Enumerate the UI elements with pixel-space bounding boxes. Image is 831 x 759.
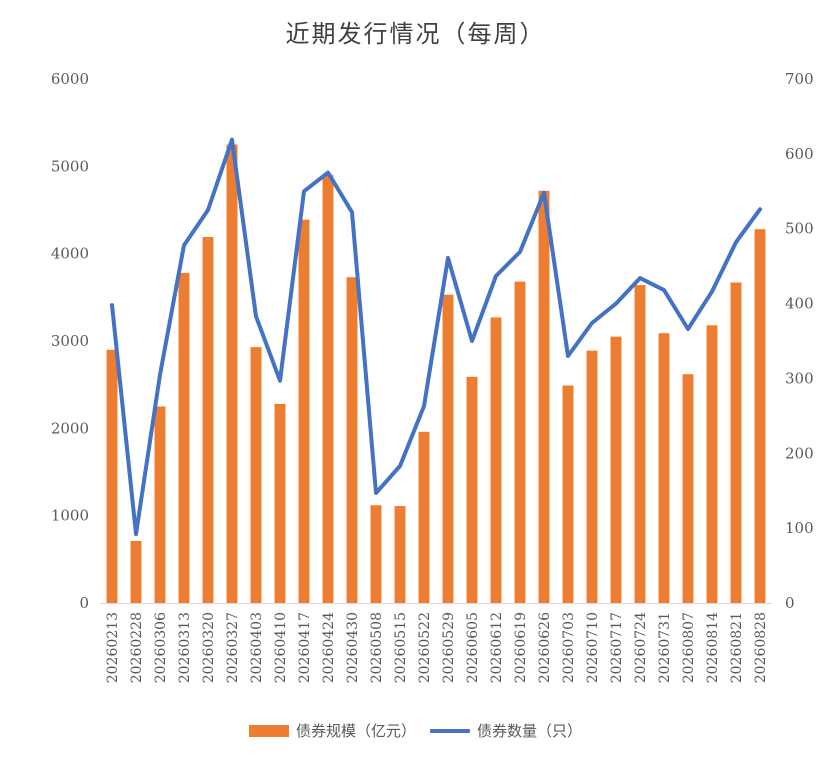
x-tick-label: 20260724 <box>633 612 649 683</box>
bar <box>634 285 646 603</box>
x-tick-label: 20260522 <box>417 612 433 683</box>
left-tick-label: 5000 <box>51 157 89 175</box>
x-tick-label: 20260306 <box>153 612 169 683</box>
x-tick-label: 20260213 <box>105 612 121 683</box>
right-axis: 0 100 200 300 400 500 600 700 <box>785 70 814 612</box>
bar <box>250 347 262 603</box>
x-tick-label: 20260320 <box>201 612 217 683</box>
right-tick-label: 700 <box>785 70 814 88</box>
x-tick-label: 20260410 <box>273 612 289 683</box>
bar <box>370 505 382 603</box>
x-tick-label: 20260508 <box>369 612 385 683</box>
x-tick-label: 20260731 <box>657 612 673 683</box>
x-tick-label: 20260807 <box>681 612 697 683</box>
left-tick-label: 1000 <box>51 507 89 525</box>
count-line <box>110 137 762 537</box>
right-tick-label: 200 <box>785 444 814 462</box>
x-tick-label: 20260605 <box>465 612 481 683</box>
x-tick-label: 20260228 <box>129 612 145 683</box>
line-series <box>110 137 762 537</box>
x-tick-label: 20260626 <box>537 612 553 683</box>
chart-title: 近期发行情况（每周） <box>285 20 546 48</box>
x-tick-label: 20260717 <box>609 612 625 683</box>
x-tick-label: 20260703 <box>561 612 577 683</box>
x-tick-label: 20260403 <box>249 612 265 683</box>
bar <box>754 229 766 604</box>
bar <box>490 317 502 603</box>
right-tick-label: 300 <box>785 369 814 387</box>
bar <box>106 349 118 603</box>
bar <box>202 237 214 603</box>
left-tick-label: 4000 <box>51 245 89 263</box>
bar <box>178 272 190 603</box>
right-tick-label: 500 <box>785 220 814 238</box>
bar <box>442 294 454 603</box>
left-axis: 0 1000 2000 3000 4000 5000 6000 <box>51 70 89 612</box>
right-tick-label: 400 <box>785 295 814 313</box>
x-tick-label: 20260327 <box>225 612 241 683</box>
x-tick-label: 20260515 <box>393 612 409 683</box>
x-tick-label: 20260417 <box>297 612 313 683</box>
x-tick-label: 20260612 <box>489 612 505 683</box>
bar <box>274 403 286 603</box>
bar <box>466 376 478 603</box>
bar <box>514 281 526 603</box>
bar <box>682 374 694 603</box>
bar <box>394 506 406 603</box>
left-tick-label: 3000 <box>51 332 89 350</box>
right-tick-label: 100 <box>785 519 814 537</box>
x-tick-label: 20260430 <box>345 612 361 683</box>
x-tick-label: 20260619 <box>513 612 529 683</box>
right-tick-label: 0 <box>785 594 795 612</box>
bar <box>154 406 166 603</box>
legend-item-bar: 债券规模（亿元） <box>248 720 416 741</box>
legend-swatch-line <box>430 728 470 733</box>
bar <box>706 325 718 603</box>
bar <box>658 333 670 603</box>
x-tick-label: 20260529 <box>441 612 457 683</box>
bar <box>322 175 334 604</box>
legend-swatch-bar <box>248 724 289 737</box>
bar <box>130 540 142 603</box>
legend-label-bar: 债券规模（亿元） <box>295 722 416 740</box>
legend-label-line: 债券数量（只） <box>477 722 583 740</box>
bar <box>538 190 550 603</box>
x-tick-label: 20260424 <box>321 612 337 683</box>
bar <box>346 277 358 603</box>
bar <box>610 336 622 603</box>
left-tick-label: 0 <box>79 594 89 612</box>
bar <box>298 219 310 603</box>
legend: 债券规模（亿元） 债券数量（只） <box>0 720 831 741</box>
bar <box>418 431 430 603</box>
x-tick-label: 20260814 <box>705 612 721 683</box>
legend-item-line: 债券数量（只） <box>430 720 582 741</box>
x-axis: 20260213 20260228 20260306 20260313 20260320… <box>100 603 772 683</box>
right-tick-label: 600 <box>785 145 814 163</box>
left-tick-label: 2000 <box>51 419 89 437</box>
x-tick-label: 20260821 <box>729 612 745 683</box>
x-tick-label: 20260828 <box>753 612 769 683</box>
bar <box>586 350 598 603</box>
x-tick-label: 20260710 <box>585 612 601 683</box>
bar <box>226 144 238 603</box>
bar-series <box>106 144 766 604</box>
left-tick-label: 6000 <box>51 70 89 88</box>
bar <box>562 385 574 603</box>
bar <box>730 282 742 603</box>
x-tick-label: 20260313 <box>177 612 193 683</box>
